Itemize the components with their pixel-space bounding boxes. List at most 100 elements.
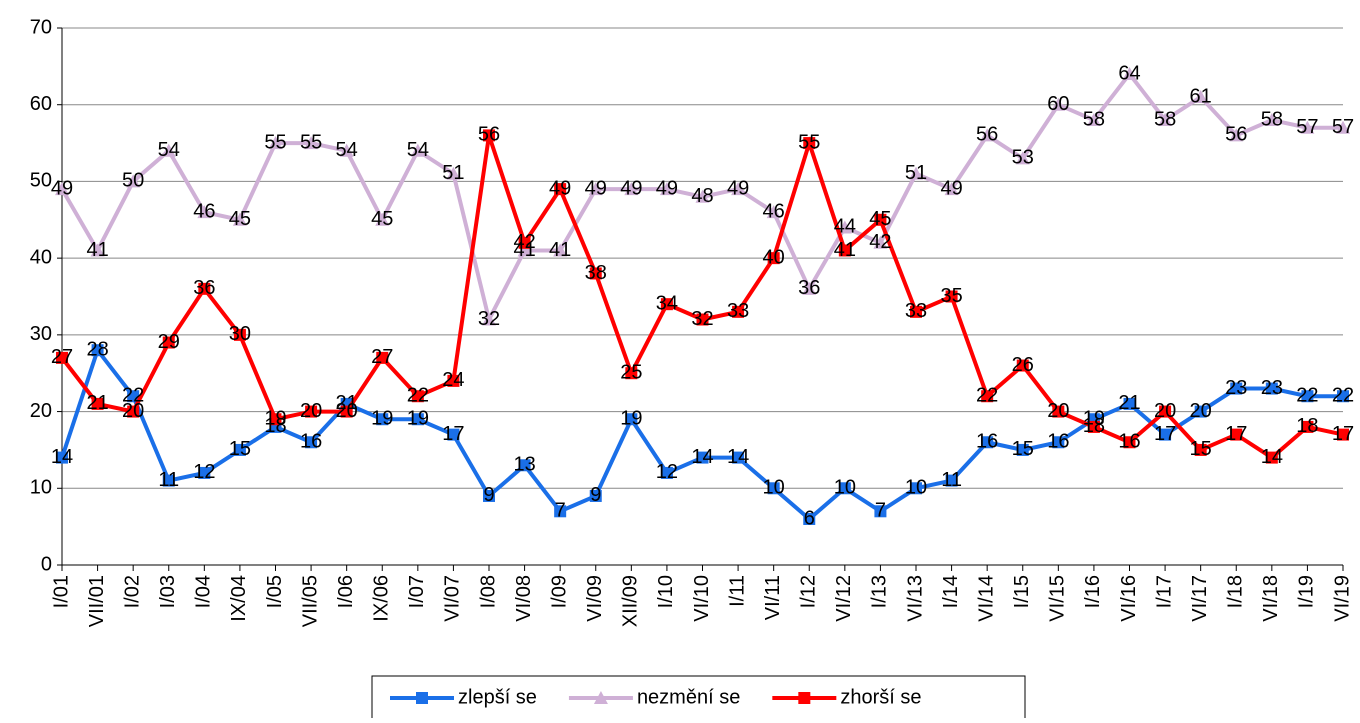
data-label: 60 xyxy=(1047,93,1069,115)
data-label: 18 xyxy=(1296,415,1318,437)
legend-item: zlepší se xyxy=(390,686,537,708)
marker xyxy=(1229,128,1244,142)
series xyxy=(56,129,1349,464)
marker xyxy=(589,489,602,502)
x-tick-label: VI/19 xyxy=(1331,575,1353,622)
marker xyxy=(910,305,922,318)
data-label: 10 xyxy=(834,477,856,499)
data-label: 22 xyxy=(1296,385,1318,407)
marker xyxy=(660,466,673,479)
data-label: 55 xyxy=(300,131,322,153)
data-label: 24 xyxy=(442,369,464,391)
marker xyxy=(589,267,602,280)
x-tick-label: VI/08 xyxy=(513,575,535,622)
data-label: 56 xyxy=(478,124,500,146)
x-tick-label: VI/13 xyxy=(904,575,926,622)
marker xyxy=(1086,113,1101,127)
x-tick-label: VI/17 xyxy=(1189,575,1211,622)
marker xyxy=(304,136,319,150)
data-label: 19 xyxy=(407,408,429,430)
marker xyxy=(1230,382,1243,395)
marker xyxy=(1337,390,1349,403)
x-tick-label: I/11 xyxy=(726,575,748,607)
marker xyxy=(91,344,104,357)
data-label: 23 xyxy=(1225,377,1247,399)
data-label: 17 xyxy=(442,423,464,445)
data-label: 54 xyxy=(407,139,429,161)
marker xyxy=(981,436,994,449)
data-label: 7 xyxy=(875,500,886,522)
data-label: 17 xyxy=(1154,423,1176,445)
data-label: 58 xyxy=(1261,108,1283,130)
marker xyxy=(625,367,638,380)
marker xyxy=(625,413,638,426)
data-label: 28 xyxy=(86,338,108,360)
x-tick-label: I/07 xyxy=(406,575,428,608)
marker xyxy=(981,390,994,403)
data-label: 58 xyxy=(1154,108,1176,130)
x-tick-label: VI/10 xyxy=(691,575,713,622)
data-label: 25 xyxy=(620,361,642,383)
data-label: 14 xyxy=(691,446,713,468)
x-tick-label: I/08 xyxy=(477,575,499,608)
data-label: 46 xyxy=(763,200,785,222)
marker xyxy=(873,235,888,249)
marker xyxy=(1123,397,1136,410)
data-label: 22 xyxy=(122,385,144,407)
x-tick-label: I/18 xyxy=(1225,575,1247,608)
marker xyxy=(1230,428,1243,441)
marker xyxy=(696,313,709,326)
marker xyxy=(517,243,532,257)
y-tick-label: 10 xyxy=(30,477,52,499)
data-label: 22 xyxy=(407,385,429,407)
data-label: 45 xyxy=(371,208,393,230)
marker xyxy=(1194,405,1207,418)
x-tick-label: VI/18 xyxy=(1260,575,1282,622)
marker xyxy=(838,244,851,257)
marker xyxy=(305,436,318,449)
marker xyxy=(1158,113,1173,127)
marker xyxy=(659,182,674,196)
marker xyxy=(416,692,428,704)
data-label: 12 xyxy=(193,461,215,483)
marker xyxy=(1194,443,1207,456)
data-label: 46 xyxy=(193,200,215,222)
marker xyxy=(1265,382,1278,395)
data-label: 32 xyxy=(478,308,500,330)
data-label: 15 xyxy=(1190,438,1212,460)
data-label: 55 xyxy=(798,131,820,153)
data-label: 41 xyxy=(86,239,108,261)
marker xyxy=(945,290,958,303)
x-tick-label: VII/01 xyxy=(86,575,108,627)
data-label: 41 xyxy=(834,239,856,261)
x-tick-label: I/15 xyxy=(1011,575,1033,608)
data-label: 64 xyxy=(1118,62,1140,84)
marker xyxy=(339,143,354,157)
marker xyxy=(624,182,639,196)
data-label: 20 xyxy=(122,400,144,422)
data-label: 21 xyxy=(86,392,108,414)
data-label: 49 xyxy=(585,177,607,199)
data-label: 14 xyxy=(727,446,749,468)
marker xyxy=(518,236,531,249)
marker xyxy=(410,143,425,157)
data-label: 23 xyxy=(1261,377,1283,399)
data-label: 49 xyxy=(727,177,749,199)
data-label: 17 xyxy=(1225,423,1247,445)
marker xyxy=(127,390,140,403)
data-label: 51 xyxy=(905,162,927,184)
data-label: 49 xyxy=(549,177,571,199)
x-tick-label: I/04 xyxy=(193,575,215,608)
y-tick-label: 20 xyxy=(30,400,52,422)
data-label: 20 xyxy=(1047,400,1069,422)
marker xyxy=(198,466,211,479)
data-label: 41 xyxy=(549,239,571,261)
x-tick-label: I/06 xyxy=(335,575,357,608)
x-tick-label: VI/11 xyxy=(762,575,784,620)
marker xyxy=(376,413,389,426)
data-label: 49 xyxy=(656,177,678,199)
marker xyxy=(1051,97,1066,111)
marker xyxy=(1264,113,1279,127)
marker xyxy=(1087,420,1100,433)
x-tick-label: I/09 xyxy=(548,575,570,608)
